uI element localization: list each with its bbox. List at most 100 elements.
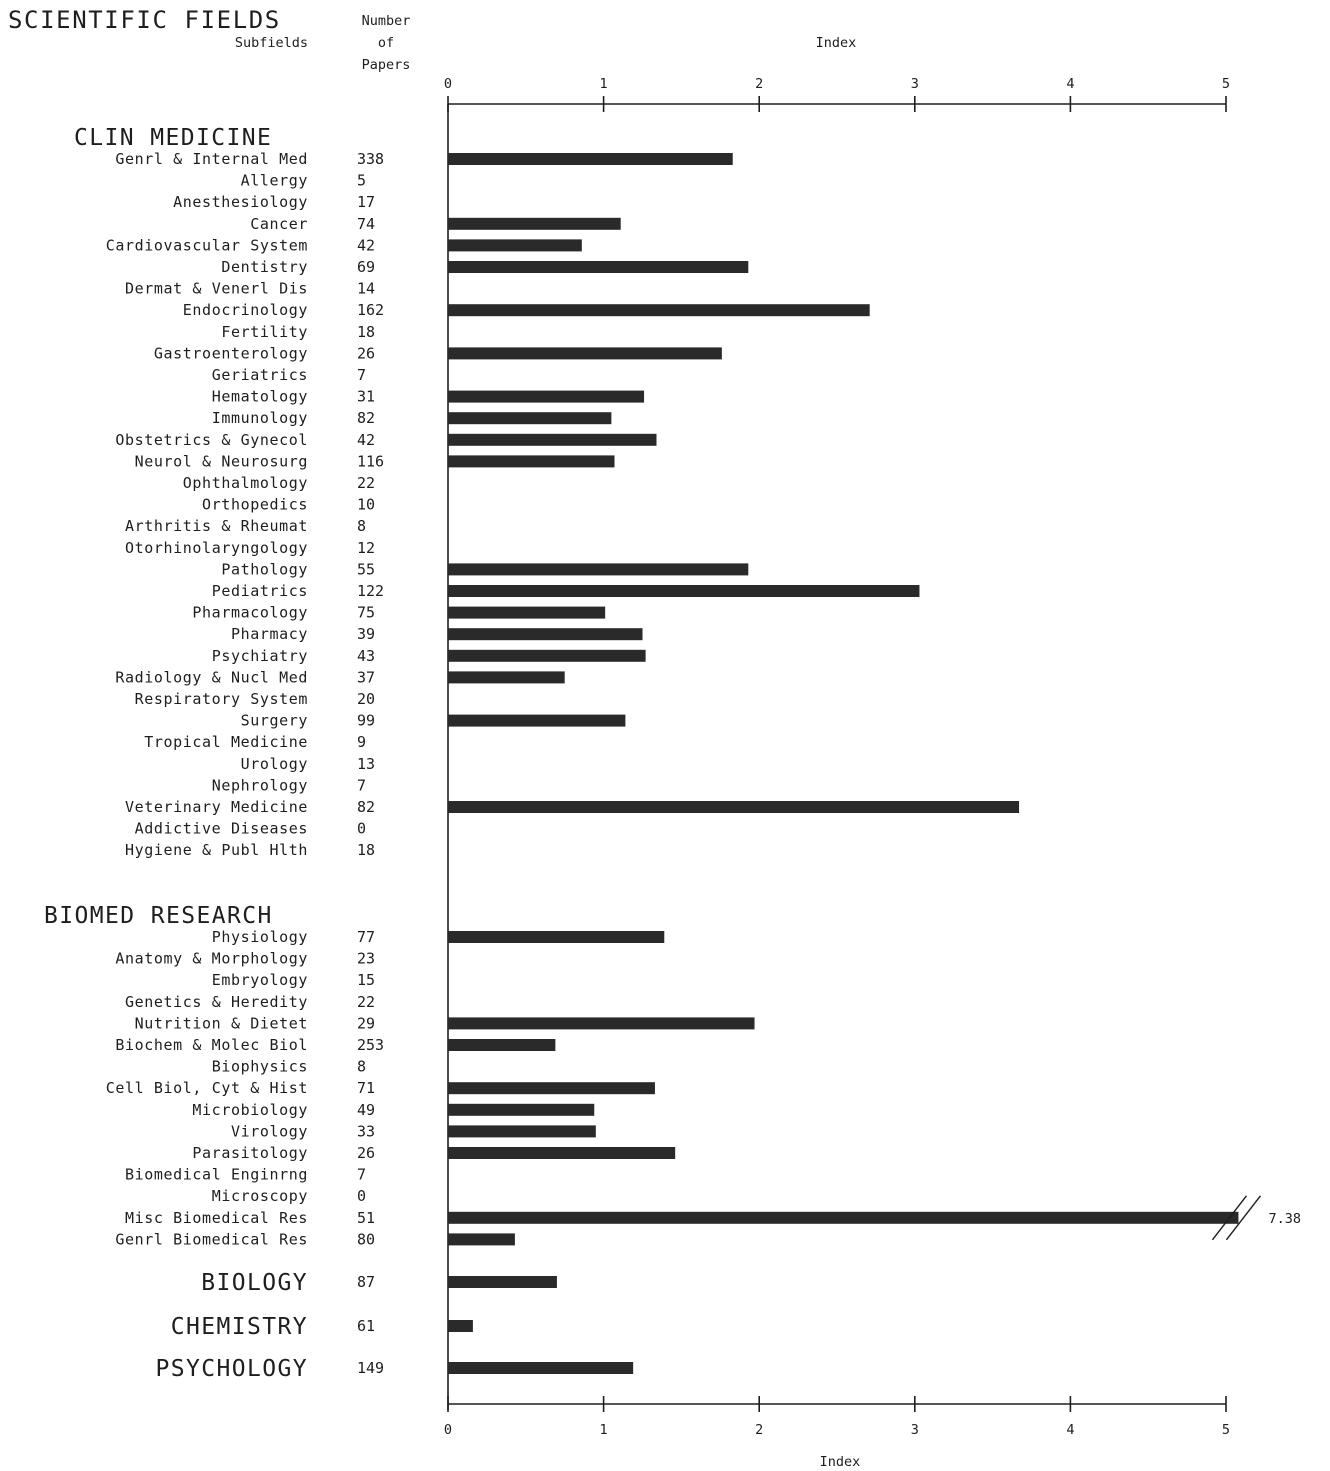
subfield-label: Geriatrics — [212, 366, 308, 384]
index-bar — [448, 1147, 676, 1159]
subfield-label: Pharmacy — [231, 625, 308, 643]
axis-tick-label: 0 — [444, 76, 452, 92]
paper-count: 5 — [357, 172, 366, 190]
index-bar — [448, 455, 615, 468]
paper-count: 15 — [357, 971, 375, 989]
index-bar — [448, 412, 612, 425]
index-bar — [448, 347, 722, 360]
subfield-label: Nephrology — [212, 776, 308, 794]
paper-count: 75 — [357, 604, 375, 622]
subfield-label: Cell Biol, Cyt & Hist — [106, 1079, 308, 1097]
paper-count: 7 — [357, 776, 366, 794]
subfield-label: Otorhinolaryngology — [125, 539, 308, 557]
paper-count: 42 — [357, 236, 375, 254]
subfield-label: Physiology — [212, 928, 308, 946]
subfield-label: Misc Biomedical Res — [125, 1209, 308, 1227]
paper-count: 10 — [357, 496, 375, 514]
paper-count: 7 — [357, 1166, 366, 1184]
section-label-biomed-research: BIOMED RESEARCH — [44, 903, 273, 929]
index-bar — [448, 261, 749, 273]
count-header-line-1: Number — [362, 13, 411, 29]
index-bar — [448, 1082, 655, 1095]
subfield-label: Psychiatry — [212, 647, 308, 665]
paper-count: 17 — [357, 193, 375, 211]
axis-tick-label: 1 — [600, 76, 608, 92]
subfield-label: Genrl & Internal Med — [115, 150, 308, 168]
axis-tick-label: 4 — [1066, 1422, 1074, 1438]
subfield-label: Pharmacology — [192, 604, 308, 622]
subfield-label: Genrl Biomedical Res — [115, 1230, 308, 1248]
paper-count: 23 — [357, 950, 375, 968]
subfield-label: Virology — [231, 1122, 308, 1140]
paper-count: 8 — [357, 1058, 366, 1076]
subfields-header: Subfields — [235, 35, 308, 51]
index-bar — [448, 1125, 596, 1138]
paper-count: 74 — [357, 215, 375, 233]
subfield-label: Ophthalmology — [183, 474, 308, 492]
subfield-label: Anesthesiology — [173, 193, 308, 211]
subfield-label: Biochem & Molec Biol — [115, 1036, 308, 1054]
top-axis-title: Index — [816, 35, 857, 51]
subfield-label: Veterinary Medicine — [125, 798, 308, 816]
subfield-label: Fertility — [221, 323, 308, 341]
subfield-label: Parasitology — [192, 1144, 308, 1162]
subfield-label: Radiology & Nucl Med — [115, 668, 308, 686]
axis-tick-label: 1 — [600, 1422, 608, 1438]
section-label-psychology: PSYCHOLOGY — [156, 1356, 308, 1382]
paper-count: 99 — [357, 712, 375, 730]
index-bar — [448, 585, 920, 597]
paper-count: 43 — [357, 647, 375, 665]
index-bar — [448, 1276, 557, 1288]
subfield-label: Hygiene & Publ Hlth — [125, 841, 308, 859]
subfield-label: Embryology — [212, 971, 308, 989]
index-bar — [448, 714, 626, 727]
subfield-label: Genetics & Heredity — [125, 993, 308, 1011]
count-header-line-2: of — [378, 35, 394, 51]
subfield-label: Biomedical Enginrng — [125, 1166, 308, 1184]
paper-count: 87 — [357, 1273, 375, 1291]
axis-tick-label: 0 — [444, 1422, 452, 1438]
paper-count: 61 — [357, 1317, 375, 1335]
truncated-value-label: 7.38 — [1268, 1211, 1301, 1227]
index-bar — [448, 1211, 1239, 1224]
paper-count: 82 — [357, 798, 375, 816]
paper-count: 33 — [357, 1122, 375, 1140]
bottom-axis-title: Index — [820, 1454, 861, 1470]
paper-count: 20 — [357, 690, 375, 708]
paper-count: 29 — [357, 1014, 375, 1032]
paper-count: 26 — [357, 344, 375, 362]
index-bar — [448, 1233, 515, 1246]
subfield-label: Orthopedics — [202, 496, 308, 514]
axis-tick-label: 5 — [1222, 76, 1230, 92]
paper-count: 39 — [357, 625, 375, 643]
subfield-label: Endocrinology — [183, 301, 308, 319]
paper-count: 149 — [357, 1359, 384, 1377]
index-bar — [448, 1320, 473, 1332]
subfield-label: Respiratory System — [135, 690, 308, 708]
section-label-biology: BIOLOGY — [201, 1270, 308, 1296]
subfield-label: Surgery — [241, 712, 308, 730]
paper-count: 69 — [357, 258, 375, 276]
subfield-label: Allergy — [241, 172, 308, 190]
paper-count: 14 — [357, 280, 375, 298]
subfield-label: Addictive Diseases — [135, 820, 308, 838]
paper-count: 18 — [357, 841, 375, 859]
subfield-label: Cardiovascular System — [106, 236, 308, 254]
paper-count: 253 — [357, 1036, 384, 1054]
paper-count: 51 — [357, 1209, 375, 1227]
subfield-label: Neurol & Neurosurg — [135, 452, 308, 470]
subfield-label: Pediatrics — [212, 582, 308, 600]
index-bar — [448, 628, 643, 641]
paper-count: 22 — [357, 993, 375, 1011]
paper-count: 162 — [357, 301, 384, 319]
paper-count: 42 — [357, 431, 375, 449]
paper-count: 49 — [357, 1101, 375, 1119]
index-bar — [448, 649, 646, 662]
index-bar — [448, 1039, 556, 1051]
index-bar — [448, 239, 582, 252]
subfield-label: Tropical Medicine — [144, 733, 308, 751]
paper-count: 82 — [357, 409, 375, 427]
chart-title: SCIENTIFIC FIELDS — [8, 6, 281, 34]
subfield-label: Pathology — [221, 560, 308, 578]
